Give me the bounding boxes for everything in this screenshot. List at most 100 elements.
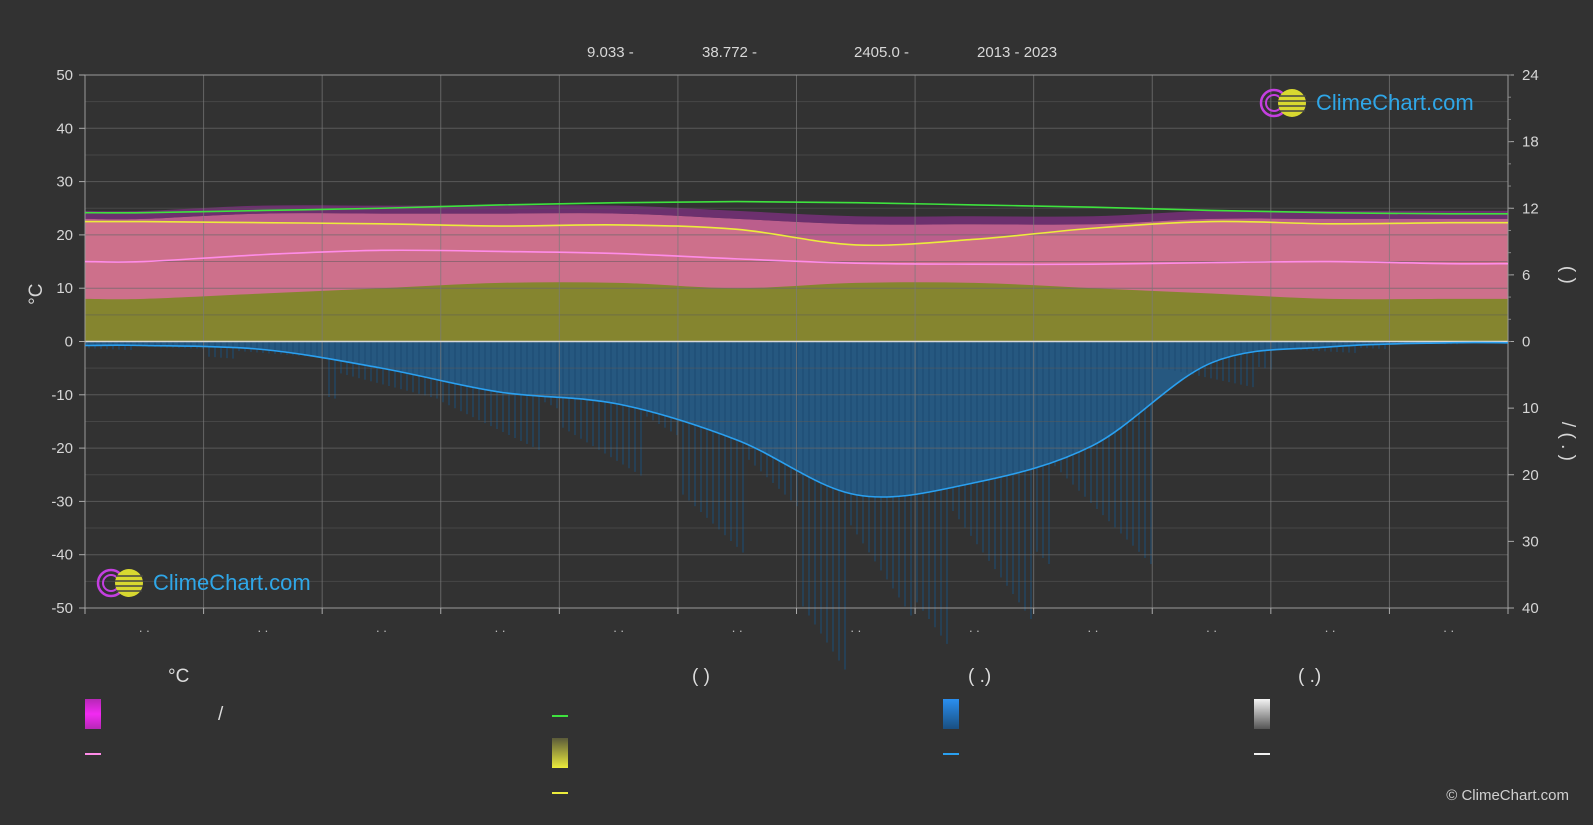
sunshine-line [84, 220, 1509, 247]
precipitation-texture-bar [646, 341, 648, 417]
precipitation-texture-bar [238, 341, 240, 352]
precipitation-texture-bar [1114, 341, 1116, 528]
precipitation-texture-bar [340, 341, 342, 374]
precipitation-texture-bar [202, 341, 204, 349]
left-axis-tick-label: -20 [51, 440, 73, 457]
precipitation-texture-bar [592, 341, 594, 447]
precipitation-texture-bar [934, 341, 936, 628]
month-label: . . [257, 620, 268, 635]
precipitation-texture-bar [982, 341, 984, 553]
precipitation-texture-bar [1192, 341, 1194, 375]
left-axis-tick-label: -30 [51, 493, 73, 510]
precipitation-texture-bar [1354, 341, 1356, 353]
precipitation-texture-bar [316, 341, 318, 358]
daylight-line [84, 200, 1509, 215]
precipitation-texture-bar [994, 341, 996, 570]
logo-bottom[interactable]: ClimeChart.com [95, 566, 311, 600]
precipitation-texture-bar [148, 341, 150, 347]
precipitation-texture-bar [190, 341, 192, 349]
right-axis-sun-title: ( ) [1557, 266, 1578, 284]
precipitation-texture-bar [760, 341, 762, 472]
precipitation-texture-bar [1012, 341, 1014, 595]
month-label: . . [850, 620, 861, 635]
precipitation-texture-bar [694, 341, 696, 507]
precipitation-texture-bar [406, 341, 408, 391]
legend-sunshine-swatch [552, 738, 568, 768]
precipitation-texture-bar [1090, 341, 1092, 503]
precipitation-texture-bar [412, 341, 414, 393]
precipitation-texture-bar [472, 341, 474, 418]
precipitation-texture-bar [616, 341, 618, 461]
precipitation-texture-bar [1132, 341, 1134, 546]
precipitation-line [84, 341, 1509, 498]
legend-snow-swatch [1254, 699, 1270, 729]
precipitation-texture-bar [400, 341, 402, 390]
precipitation-texture-bar [712, 341, 714, 524]
precipitation-texture-bar [280, 341, 282, 355]
logo-top[interactable]: ClimeChart.com [1258, 86, 1474, 120]
precipitation-texture-bar [814, 341, 816, 625]
copyright-text: © ClimeChart.com [1446, 787, 1569, 804]
precipitation-texture-bar [958, 341, 960, 520]
precipitation-texture-bar [274, 341, 276, 354]
left-axis-tick-label: -40 [51, 547, 73, 564]
precipitation-texture-bar [1168, 341, 1170, 370]
precipitation-texture-bar [382, 341, 384, 385]
precipitation-texture-bar [1402, 341, 1404, 344]
precipitation-texture-bar [208, 341, 210, 357]
precipitation-texture-bar [196, 341, 198, 349]
precipitation-texture-bar [226, 341, 228, 359]
precipitation-texture-bar [850, 341, 852, 526]
month-label: . . [495, 620, 506, 635]
precipitation-texture-bar [250, 341, 252, 353]
precipitation-texture-bar [1030, 341, 1032, 620]
precipitation-texture-bar [628, 341, 630, 469]
precipitation-texture-bar [910, 341, 912, 616]
precipitation-texture-bar [1378, 341, 1380, 349]
precipitation-texture-bar [610, 341, 612, 458]
precipitation-texture-bar [388, 341, 390, 387]
precipitation-texture-bar [766, 341, 768, 478]
precipitation-texture-bar [664, 341, 666, 428]
precipitation-texture-bar [184, 341, 186, 349]
precipitation-texture-bar [718, 341, 720, 530]
left-axis-title: °C [26, 284, 47, 305]
left-axis-tick-label: -50 [51, 600, 73, 617]
precipitation-texture-bar [262, 341, 264, 353]
precipitation-texture-bar [856, 341, 858, 535]
precipitation-texture-bar [310, 341, 312, 357]
precipitation-texture-bar [1318, 341, 1320, 352]
precipitation-texture-bar [532, 341, 534, 447]
precipitation-texture-bar [478, 341, 480, 421]
precipitation-texture-bar [1222, 341, 1224, 381]
precipitation-texture-bar [298, 341, 300, 356]
precipitation-texture-bar [220, 341, 222, 358]
legend-rain-header: ( .) [968, 666, 992, 687]
precipitation-texture-bar [1282, 341, 1284, 350]
precipitation-texture-bar [214, 341, 216, 358]
precipitation-texture-bar [730, 341, 732, 542]
legend-rain-swatch [943, 699, 959, 729]
precipitation-texture-bar [1210, 341, 1212, 379]
right-axis-sun-tick-label: 0 [1522, 334, 1530, 351]
precipitation-texture-bar [1150, 341, 1152, 565]
precipitation-texture-bar [880, 341, 882, 571]
precipitation-texture-bar [1006, 341, 1008, 586]
precipitation-texture-bar [460, 341, 462, 412]
precipitation-texture-bar [1066, 341, 1068, 479]
precipitation-texture-bar [724, 341, 726, 536]
precipitation-texture-bar [682, 341, 684, 495]
precipitation-texture-bar [940, 341, 942, 636]
precipitation-texture-bar [370, 341, 372, 382]
month-label: . . [1443, 620, 1454, 635]
precipitation-texture-bar [232, 341, 234, 359]
precipitation-texture-bar [496, 341, 498, 430]
precipitation-texture-bar [886, 341, 888, 580]
precipitation-texture-bar [466, 341, 468, 415]
precipitation-texture-bar [568, 341, 570, 432]
precipitation-texture-bar [1228, 341, 1230, 383]
precipitation-texture-bar [358, 341, 360, 379]
precipitation-texture-bar [352, 341, 354, 377]
precipitation-texture-bar [1294, 341, 1296, 350]
